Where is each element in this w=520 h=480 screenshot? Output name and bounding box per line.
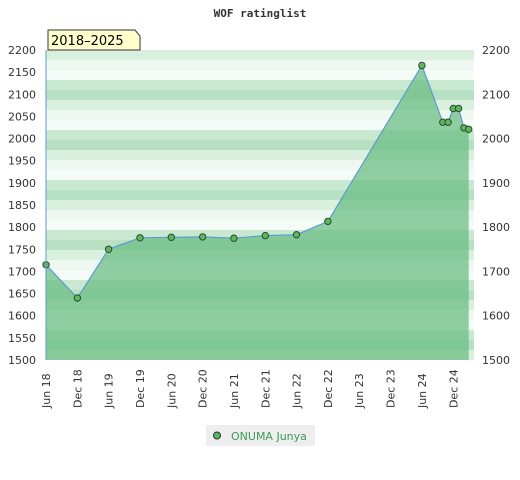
y-tick-label: 1500 [8, 354, 36, 367]
series-area [46, 65, 469, 360]
data-point [104, 245, 113, 254]
data-point [261, 231, 269, 240]
y-tick-label: 1800 [8, 221, 36, 234]
data-point [454, 104, 463, 113]
x-axis: Jun 18 Dec 18 Jun 19 Dec 19 Jun 20 Dec 20 Jun … [40, 369, 460, 409]
y-tick-label: 2000 [8, 133, 36, 146]
grid-band [46, 180, 474, 190]
y-tick-label: 1650 [8, 288, 36, 301]
y-axis-right: 1500 1600 1700 1800 1900 2000 2100 2200 [482, 44, 510, 367]
y-right-tick-label: 1600 [482, 310, 510, 323]
legend-box [206, 425, 315, 446]
y-tick-label: 2150 [8, 66, 36, 79]
grid-band [46, 90, 474, 100]
data-point [73, 294, 82, 302]
legend[interactable]: ONUMA Junya [206, 425, 315, 446]
data-point [167, 233, 176, 242]
x-tick-label: Jun 20 [165, 373, 178, 409]
y-tick-label: 1950 [8, 155, 36, 168]
y-right-tick-label: 2200 [482, 44, 510, 57]
chart-title: WOF ratinglist [214, 7, 307, 20]
data-point [324, 217, 332, 226]
data-point [199, 233, 207, 241]
y-tick-label: 1600 [8, 310, 36, 323]
x-tick-label: Jun 22 [291, 373, 304, 409]
year-range-label: 2018–2025 [51, 34, 124, 49]
x-tick-label: Jun 18 [40, 373, 53, 409]
x-tick-label: Dec 21 [259, 369, 272, 408]
x-tick-label: Dec 20 [197, 369, 210, 408]
y-right-tick-label: 2100 [482, 88, 510, 101]
grid-band [46, 200, 474, 210]
grid-band [46, 150, 474, 160]
data-point [136, 234, 144, 242]
y-tick-label: 1750 [8, 243, 36, 256]
grid-band [46, 140, 474, 150]
y-right-tick-label: 1500 [482, 354, 510, 367]
y-axis-left: 1500 1550 1600 1650 1700 1750 1800 1850 1900 1950… [8, 44, 47, 367]
y-tick-label: 1850 [8, 199, 36, 212]
grid-band [46, 50, 474, 60]
marker-layer [42, 61, 473, 302]
y-right-tick-label: 1900 [482, 177, 510, 190]
y-tick-label: 1900 [8, 177, 36, 190]
y-tick-label: 2100 [8, 88, 36, 101]
legend-label: ONUMA Junya [231, 430, 307, 443]
x-tick-label: Dec 22 [322, 369, 335, 408]
x-tick-label: Jun 19 [103, 373, 116, 409]
data-point [230, 234, 238, 242]
x-tick-label: Dec 19 [134, 369, 147, 408]
grid-band [46, 190, 474, 200]
grid-band [46, 60, 474, 70]
data-point [292, 231, 301, 239]
data-point [465, 125, 473, 134]
x-tick-label: Dec 18 [71, 369, 84, 408]
grid-band [46, 160, 474, 170]
y-tick-label: 2200 [8, 44, 36, 57]
legend-marker [213, 431, 221, 440]
grid-band [46, 170, 474, 180]
y-tick-label: 1550 [8, 332, 36, 345]
y-tick-label: 2050 [8, 110, 36, 123]
grid-band [46, 220, 474, 230]
grid-band [46, 70, 474, 80]
x-tick-label: Jun 23 [353, 373, 366, 409]
grid-band [46, 130, 474, 140]
x-tick-label: Dec 23 [385, 369, 398, 408]
grid-band [46, 100, 474, 110]
y-right-tick-label: 2000 [482, 133, 510, 146]
grid-band [46, 80, 474, 90]
y-right-tick-label: 1700 [482, 265, 510, 278]
y-tick-label: 1700 [8, 265, 36, 278]
x-tick-label: Dec 24 [447, 369, 460, 408]
x-tick-label: Jun 24 [416, 373, 429, 409]
grid-band [46, 110, 474, 120]
data-point [418, 61, 426, 70]
year-range-badge: 2018–2025 [47, 29, 141, 51]
data-point [444, 118, 452, 126]
grid-band [46, 120, 474, 130]
y-right-tick-label: 1800 [482, 221, 510, 234]
grid-band [46, 210, 474, 220]
x-tick-label: Jun 21 [228, 373, 241, 409]
grid-band [46, 230, 474, 240]
